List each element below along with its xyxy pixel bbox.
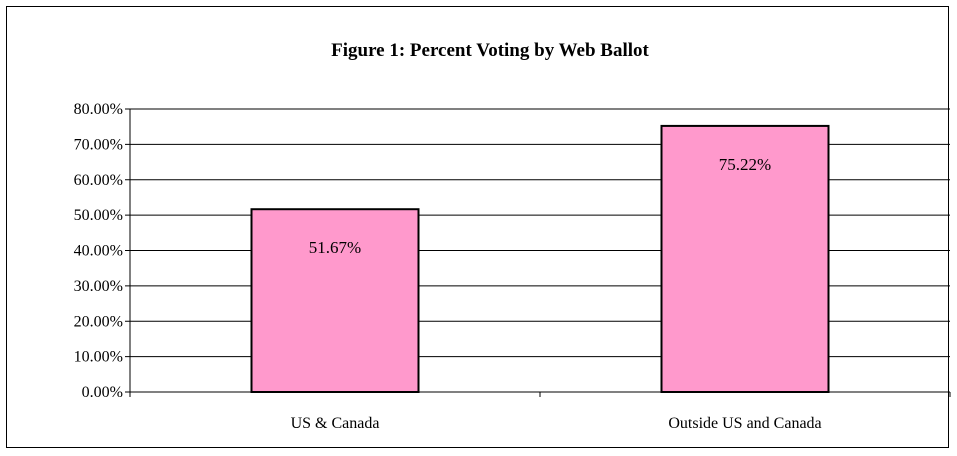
y-tick-label: 70.00% xyxy=(74,136,123,153)
y-tick-label: 0.00% xyxy=(82,384,123,401)
y-tick-label: 10.00% xyxy=(74,349,123,366)
y-axis-ticks: 0.00% 10.00% 20.00% 30.00% 40.00% 50.00% 60.00… xyxy=(74,101,130,401)
y-tick-label: 60.00% xyxy=(74,172,123,189)
bar xyxy=(660,124,830,394)
y-tick-label: 50.00% xyxy=(74,207,123,224)
data-label: 75.22% xyxy=(719,155,771,174)
y-tick-label: 80.00% xyxy=(74,101,123,118)
y-tick-label: 20.00% xyxy=(74,313,123,330)
y-tick-label: 30.00% xyxy=(74,278,123,295)
y-tick-label: 40.00% xyxy=(74,243,123,260)
bars: 51.67% 75.22% xyxy=(250,124,830,394)
axes xyxy=(129,109,951,397)
chart-title: Figure 1: Percent Voting by Web Ballot xyxy=(331,40,649,61)
x-axis-labels: US & Canada Outside US and Canada xyxy=(291,415,822,432)
data-label: 51.67% xyxy=(309,238,361,257)
x-tick-label: Outside US and Canada xyxy=(668,415,821,432)
bar xyxy=(250,208,420,393)
x-tick-label: US & Canada xyxy=(291,415,380,432)
